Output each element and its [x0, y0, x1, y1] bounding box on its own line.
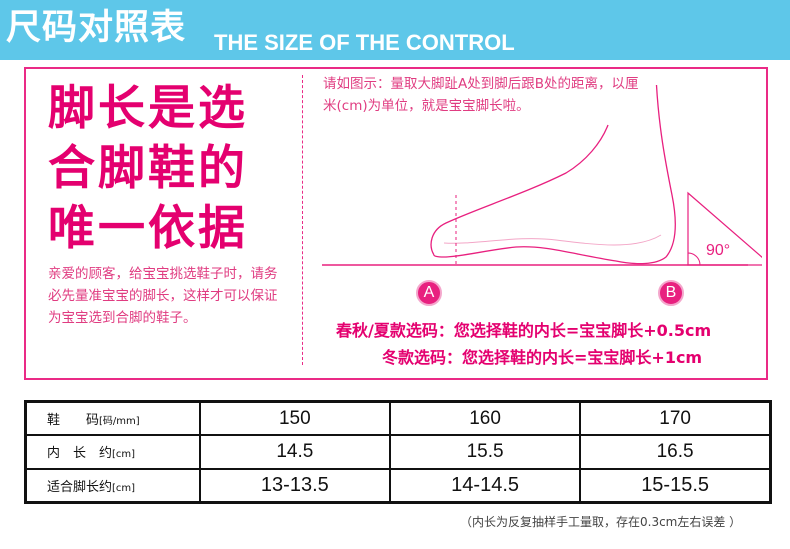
row-label: 适合脚长约[cm]: [24, 467, 201, 504]
measure-instruction: 请如图示：量取大脚趾A处到脚后跟B处的距离，以厘米(cm)为单位，就是宝宝脚长啦…: [323, 76, 639, 114]
customer-note: 亲爱的顾客，给宝宝挑选鞋子时，请务必先量准宝宝的脚长，这样才可以保证为宝宝选到合…: [48, 266, 278, 326]
rule-winter: 冬款选码：您选择鞋的内长=宝宝脚长+1cm: [382, 348, 703, 367]
table-cell: 15.5: [388, 434, 582, 470]
headline-line: 脚长是选: [48, 81, 248, 136]
table-cell: 160: [388, 400, 582, 437]
measurement-footnote: （内长为反复抽样手工量取，存在0.3cm左右误差 ）: [460, 515, 742, 529]
label-unit: [cm]: [112, 449, 136, 461]
rule-spring-autumn: 春秋/夏款选码：您选择鞋的内长=宝宝脚长+0.5cm: [336, 321, 712, 340]
headline-line: 合脚鞋的: [48, 141, 248, 196]
size-table: 鞋 码[码/mm] 150 160 170 内 长 约[cm] 14.5 15.…: [24, 400, 772, 504]
label-unit: [cm]: [112, 482, 136, 494]
foot-arch-line: [443, 234, 662, 246]
panel-divider: [302, 75, 303, 365]
table-cell: 14-14.5: [388, 467, 582, 504]
table-row: 内 长 约[cm] 14.5 15.5 16.5: [24, 434, 772, 470]
header-banner: 尺码对照表 THE SIZE OF THE CONTROL: [0, 0, 790, 60]
headline: 脚长是选 合脚鞋的 唯一依据: [48, 79, 293, 259]
label-unit: [码/mm]: [99, 416, 140, 428]
page-title: 尺码对照表: [6, 8, 187, 48]
point-b-badge: B: [658, 280, 684, 306]
table-cell: 14.5: [198, 434, 391, 470]
foot-diagram: 90°: [322, 85, 762, 266]
row-label: 鞋 码[码/mm]: [24, 400, 201, 437]
table-cell: 13-13.5: [198, 467, 391, 504]
page-subtitle: THE SIZE OF THE CONTROL: [214, 30, 515, 55]
label-text: 鞋 码: [47, 413, 100, 429]
label-text: 适合脚长约: [47, 479, 113, 495]
table-row: 适合脚长约[cm] 13-13.5 14-14.5 15-15.5: [24, 467, 772, 504]
foot-sole-outline: [433, 85, 676, 265]
table-cell: 15-15.5: [579, 467, 772, 504]
info-panel: 脚长是选 合脚鞋的 唯一依据 亲爱的顾客，给宝宝挑选鞋子时，请务必先量准宝宝的脚…: [24, 67, 768, 380]
row-label: 内 长 约[cm]: [24, 434, 201, 470]
table-cell: 170: [579, 400, 772, 437]
label-text: 内 长 约: [47, 446, 113, 462]
table-cell: 16.5: [579, 434, 772, 470]
right-angle-triangle: [687, 191, 762, 266]
table-cell: 150: [198, 400, 391, 437]
foot-top-outline: [430, 124, 609, 256]
angle-arc: [687, 252, 701, 266]
table-row: 鞋 码[码/mm] 150 160 170: [24, 400, 772, 437]
point-a-badge: A: [416, 280, 442, 306]
angle-label: 90°: [706, 242, 730, 259]
headline-line: 唯一依据: [48, 201, 248, 256]
